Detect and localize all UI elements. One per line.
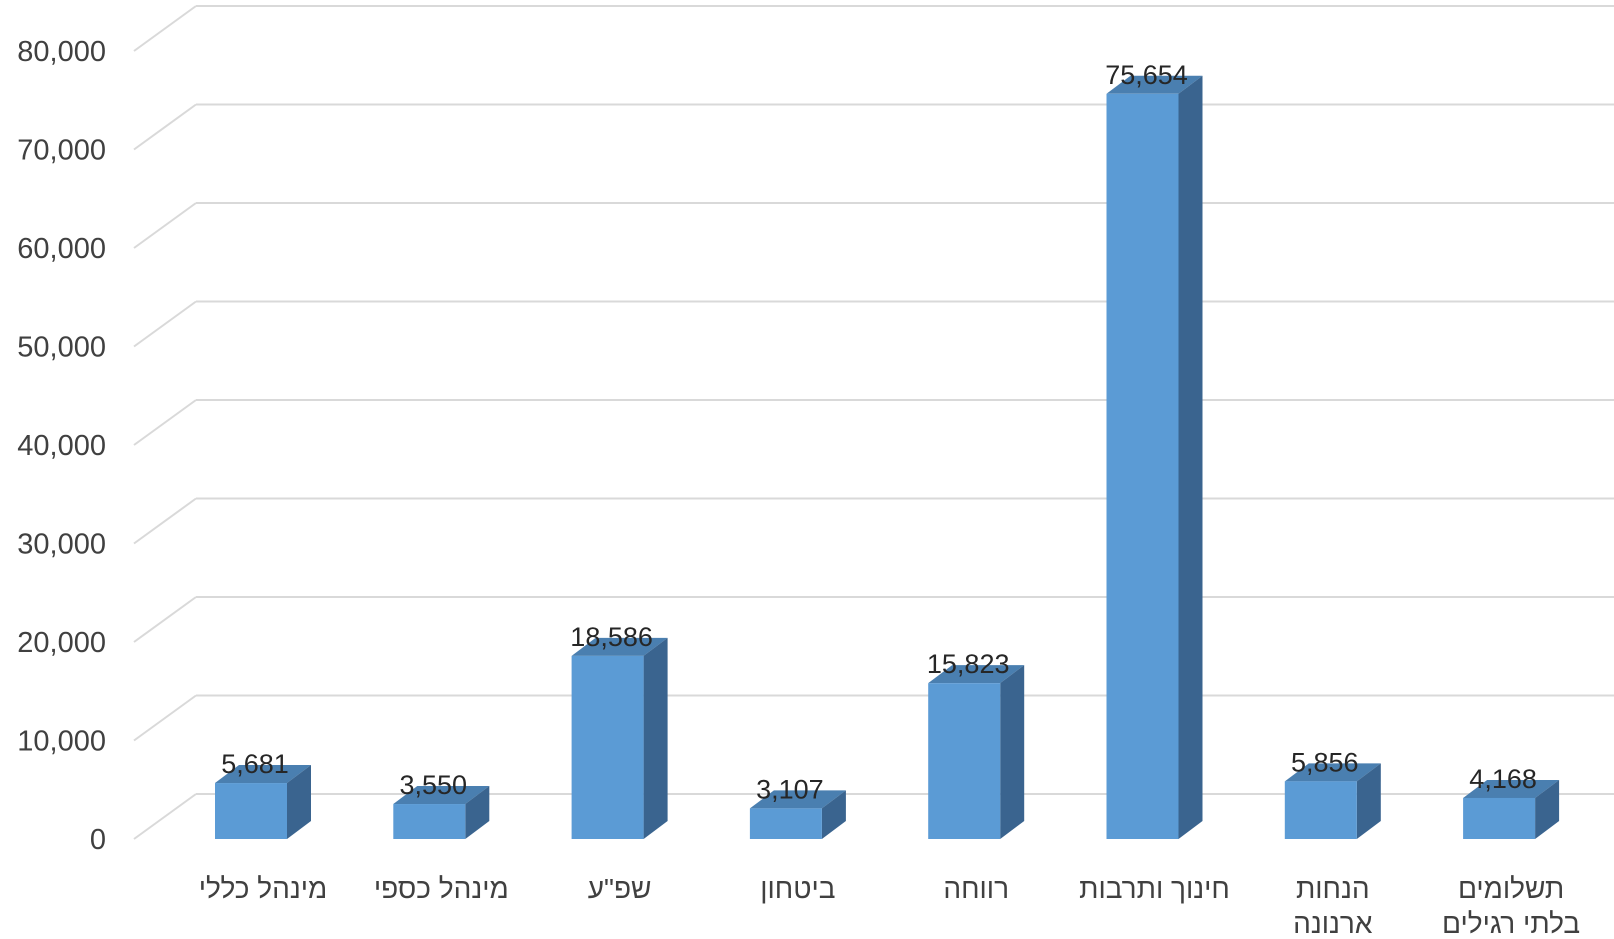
data-label: 5,856 (1291, 747, 1359, 777)
gridline-slant (133, 694, 197, 742)
gridline-slant (133, 103, 197, 151)
bar-side (287, 765, 311, 839)
y-tick-label: 80,000 (17, 36, 106, 68)
gridline-slant (133, 793, 197, 840)
bar-front (749, 808, 822, 839)
category-label: בלתי רגילים (1442, 908, 1580, 939)
data-label: 18,586 (570, 622, 653, 652)
bar (1284, 763, 1381, 839)
gridline-slant (133, 596, 197, 643)
y-tick-label: 30,000 (17, 529, 106, 561)
bar-side (465, 786, 490, 839)
bar-front (1463, 797, 1536, 839)
gridline-slant (133, 202, 197, 249)
bar-front (1106, 93, 1179, 839)
gridline-slant (133, 5, 197, 52)
bar-front (393, 804, 466, 839)
bar-side (1535, 779, 1560, 839)
y-tick-label: 0 (90, 824, 106, 856)
gridlines (133, 5, 1614, 840)
bars (215, 75, 1560, 839)
gridline-slant (133, 300, 197, 348)
bar-front (571, 655, 644, 839)
bar-front (215, 783, 287, 839)
bar-top (749, 790, 846, 809)
gridline-slant (133, 399, 197, 446)
category-label: שפ"ע (588, 873, 652, 904)
bar-side (1000, 665, 1025, 839)
y-tick-label: 40,000 (17, 430, 106, 462)
data-label: 15,823 (927, 649, 1010, 679)
category-label: הנחות (1296, 873, 1370, 904)
bar (1463, 779, 1560, 839)
bar-front (1284, 781, 1357, 839)
bar (1106, 75, 1203, 839)
category-label: ארנונה (1293, 908, 1373, 939)
data-label: 5,681 (221, 749, 289, 779)
bar (393, 786, 490, 839)
bar (749, 790, 846, 839)
y-tick-label: 10,000 (17, 726, 106, 758)
bar-side (821, 790, 846, 839)
bar-front (928, 683, 1001, 839)
category-label: רווחה (943, 873, 1009, 904)
data-labels: 5,681 3,550 18,586 3,107 15,823 75,654 5,856 4,… (221, 60, 1537, 805)
y-tick-label: 20,000 (17, 627, 106, 659)
data-label: 3,107 (756, 774, 824, 804)
data-label: 75,654 (1105, 60, 1188, 90)
bar (928, 665, 1025, 839)
bar-top (571, 637, 668, 656)
bar-side (1178, 75, 1203, 839)
y-tick-label: 50,000 (17, 332, 106, 364)
category-label: תשלומים (1458, 873, 1564, 904)
bar-side (1356, 763, 1381, 839)
category-label: מינהל כספי (374, 873, 509, 904)
category-label: חינוך ותרבות (1079, 873, 1230, 904)
y-axis: 0 10,000 20,000 30,000 40,000 50,000 60,000 70,… (17, 36, 106, 856)
y-tick-label: 70,000 (17, 135, 106, 167)
y-tick-label: 60,000 (17, 233, 106, 265)
gridline-slant (133, 497, 197, 545)
category-label: ביטחון (760, 873, 835, 904)
data-label: 4,168 (1469, 764, 1537, 794)
bar-top (1463, 779, 1560, 798)
data-label: 3,550 (400, 770, 468, 800)
bar-side (643, 637, 668, 839)
category-label: מינהל כללי (199, 873, 328, 904)
bar (571, 637, 668, 839)
bar-top (215, 765, 311, 784)
bar-top (928, 665, 1025, 684)
bar-top (1106, 75, 1203, 94)
bar (215, 765, 311, 839)
category-labels: מינהל כללי מינהל כספי שפ"ע ביטחון רווחה חינוך… (199, 873, 1580, 939)
bar-top (393, 786, 490, 805)
bar-top (1284, 763, 1381, 782)
